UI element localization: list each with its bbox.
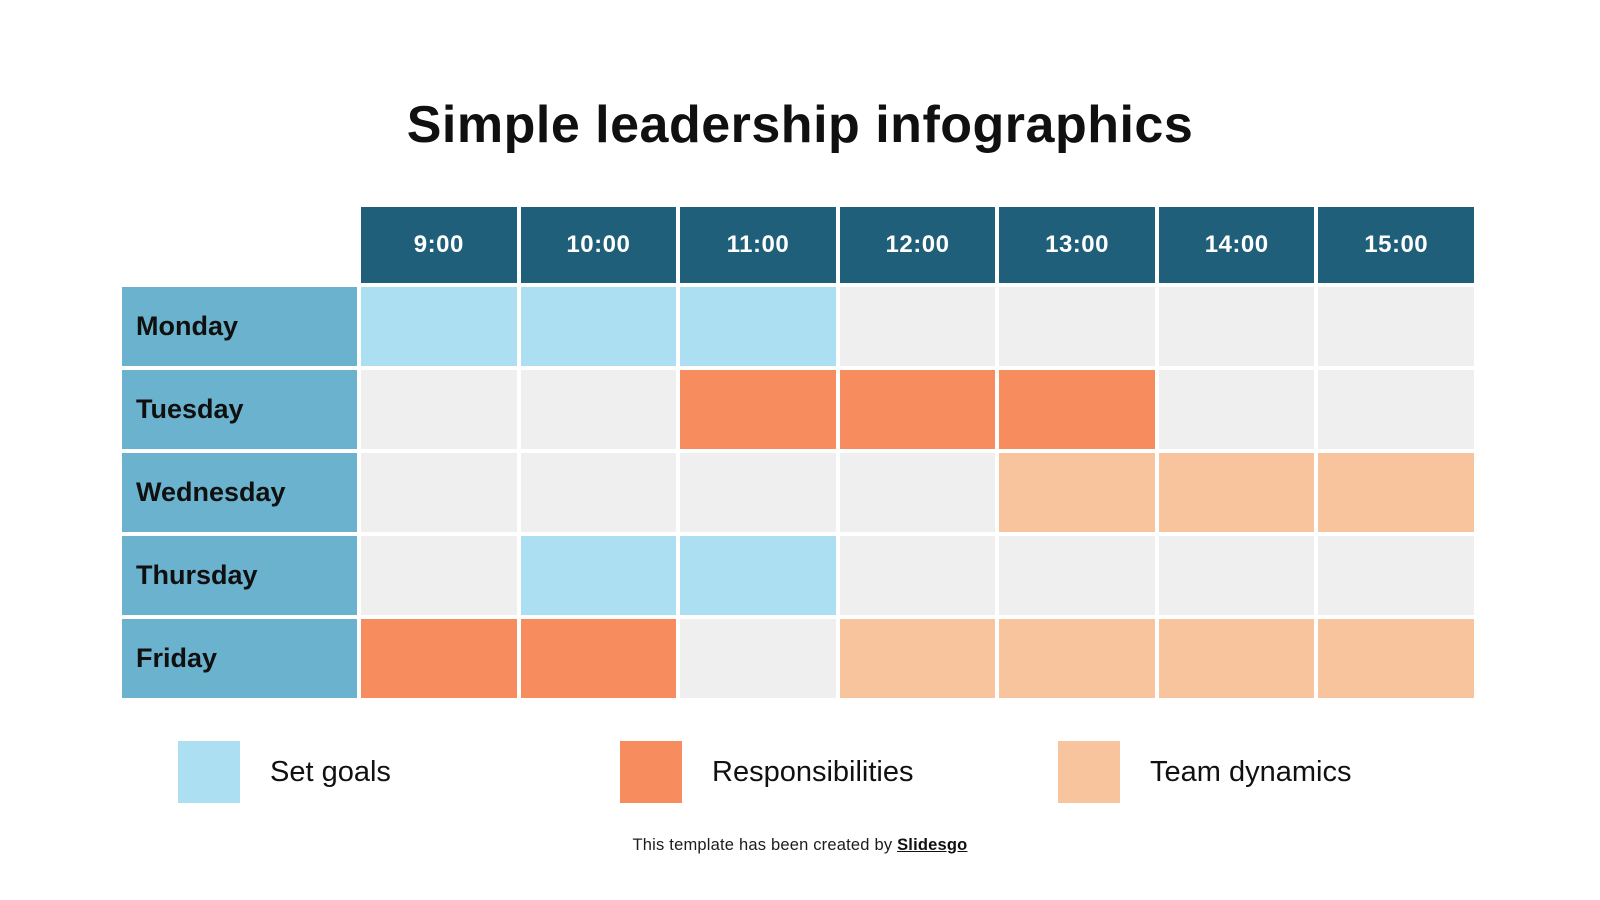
cell-thursday-15-00 (1318, 536, 1474, 615)
cell-friday-9-00 (361, 619, 517, 698)
cell-tuesday-12-00 (839, 370, 996, 449)
footer-text: This template has been created by (632, 836, 898, 854)
legend-swatch-responsibilities (620, 741, 682, 803)
schedule-table: 9:00 10:00 11:00 12:00 13:00 14:00 15:00 Monday… (122, 207, 1474, 698)
legend-swatch-set-goals (178, 741, 240, 803)
cell-tuesday-9-00 (361, 370, 517, 449)
legend-label-responsibilities: Responsibilities (712, 755, 914, 788)
time-header-13-00: 13:00 (999, 207, 1155, 283)
cell-monday-14-00 (1158, 287, 1315, 366)
cell-monday-10-00 (520, 287, 677, 366)
legend-label-team-dynamics: Team dynamics (1150, 755, 1352, 788)
cell-tuesday-10-00 (520, 370, 677, 449)
cell-thursday-12-00 (839, 536, 996, 615)
cell-thursday-13-00 (999, 536, 1155, 615)
cell-friday-14-00 (1158, 619, 1315, 698)
legend-label-set-goals: Set goals (270, 755, 391, 788)
day-label-wednesday: Wednesday (122, 453, 357, 532)
footer-credit: This template has been created by Slides… (0, 836, 1600, 855)
day-label-thursday: Thursday (122, 536, 357, 615)
day-label-monday: Monday (122, 287, 357, 366)
cell-tuesday-14-00 (1158, 370, 1315, 449)
cell-wednesday-9-00 (361, 453, 517, 532)
cell-friday-15-00 (1318, 619, 1474, 698)
corner-spacer (122, 207, 357, 283)
cell-tuesday-15-00 (1318, 370, 1474, 449)
cell-friday-13-00 (999, 619, 1155, 698)
cell-tuesday-11-00 (680, 370, 836, 449)
time-header-10-00: 10:00 (520, 207, 677, 283)
legend: Set goals Responsibilities Team dynamics (0, 741, 1600, 803)
time-header-12-00: 12:00 (839, 207, 996, 283)
cell-monday-12-00 (839, 287, 996, 366)
time-header-15-00: 15:00 (1318, 207, 1474, 283)
time-header-9-00: 9:00 (361, 207, 517, 283)
cell-thursday-10-00 (520, 536, 677, 615)
cell-friday-11-00 (680, 619, 836, 698)
cell-monday-11-00 (680, 287, 836, 366)
cell-wednesday-15-00 (1318, 453, 1474, 532)
cell-wednesday-12-00 (839, 453, 996, 532)
day-label-friday: Friday (122, 619, 357, 698)
cell-monday-15-00 (1318, 287, 1474, 366)
time-header-14-00: 14:00 (1158, 207, 1315, 283)
page-title: Simple leadership infographics (406, 96, 1194, 154)
legend-item-responsibilities: Responsibilities (620, 741, 914, 803)
cell-wednesday-10-00 (520, 453, 677, 532)
legend-item-team-dynamics: Team dynamics (1058, 741, 1351, 803)
time-header-11-00: 11:00 (680, 207, 836, 283)
cell-thursday-9-00 (361, 536, 517, 615)
cell-thursday-14-00 (1158, 536, 1315, 615)
cell-friday-12-00 (839, 619, 996, 698)
cell-wednesday-11-00 (680, 453, 836, 532)
cell-monday-9-00 (361, 287, 517, 366)
footer-brand-link[interactable]: Slidesgo (897, 836, 968, 854)
cell-tuesday-13-00 (999, 370, 1155, 449)
cell-friday-10-00 (520, 619, 677, 698)
cell-wednesday-14-00 (1158, 453, 1315, 532)
cell-monday-13-00 (999, 287, 1155, 366)
cell-thursday-11-00 (680, 536, 836, 615)
cell-wednesday-13-00 (999, 453, 1155, 532)
legend-swatch-team-dynamics (1058, 741, 1120, 803)
legend-item-set-goals: Set goals (178, 741, 391, 803)
day-label-tuesday: Tuesday (122, 370, 357, 449)
